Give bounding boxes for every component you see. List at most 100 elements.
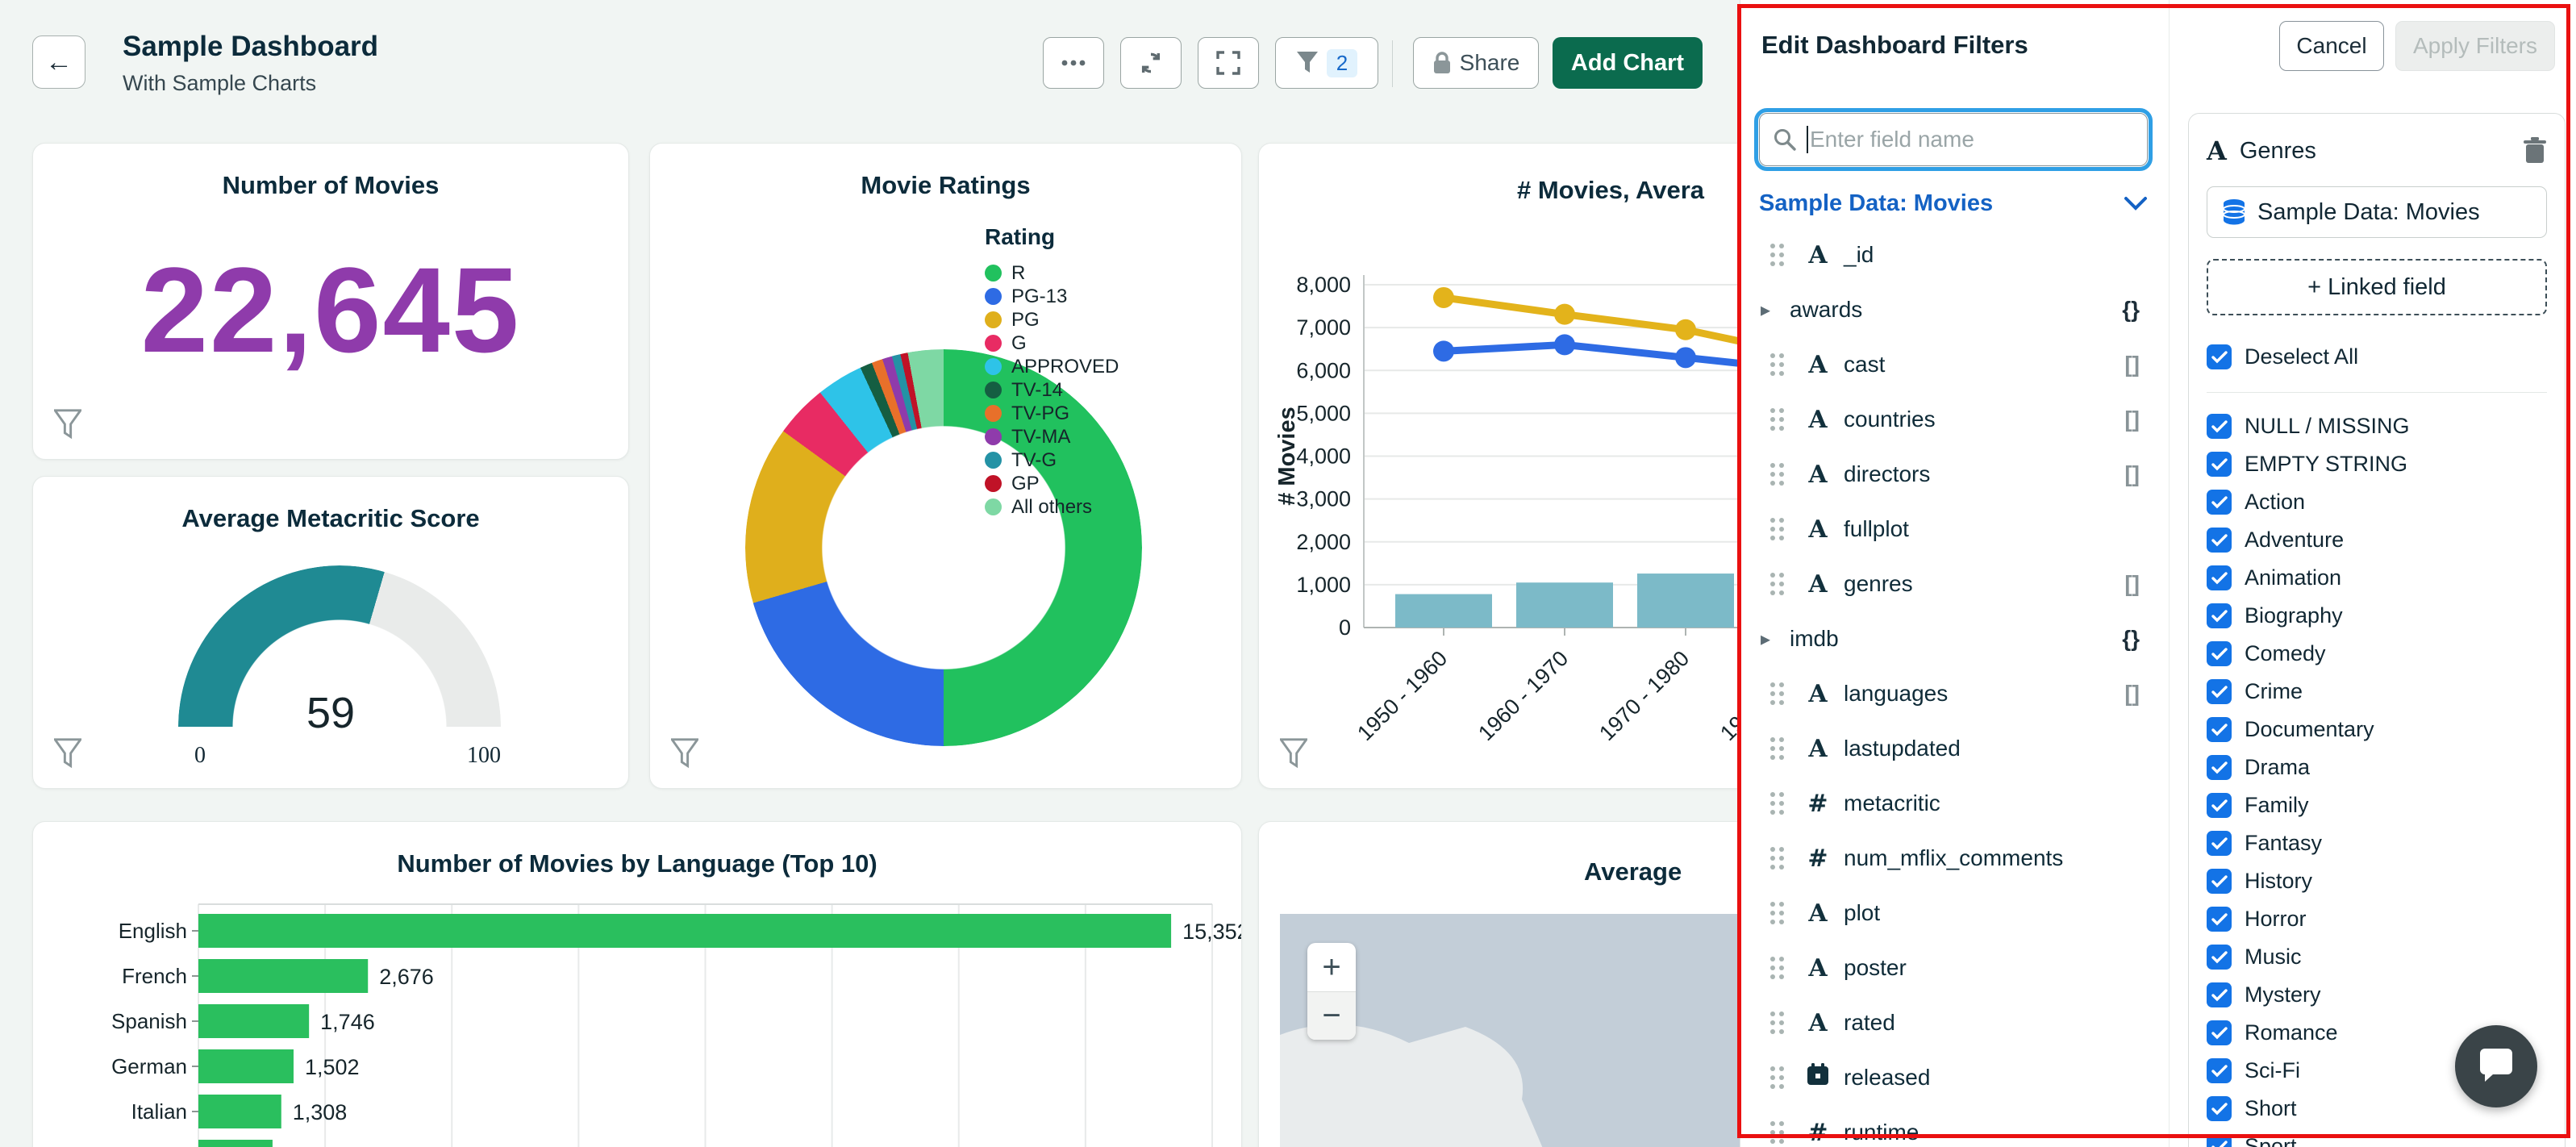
drag-handle-icon[interactable]	[1770, 463, 1784, 486]
checkbox[interactable]	[2207, 603, 2232, 628]
drag-handle-icon[interactable]	[1770, 244, 1784, 266]
field-row[interactable]: # runtime	[1759, 1105, 2151, 1147]
cancel-button[interactable]: Cancel	[2279, 21, 2384, 71]
genre-option-label: Adventure	[2245, 528, 2345, 552]
add-chart-button[interactable]: Add Chart	[1553, 37, 1703, 89]
share-button[interactable]: Share	[1413, 37, 1539, 89]
drag-handle-icon[interactable]	[1770, 1066, 1784, 1089]
field-row[interactable]: ▸ imdb {}	[1759, 611, 2151, 666]
field-search[interactable]	[1754, 108, 2153, 171]
drag-handle-icon[interactable]	[1770, 408, 1784, 431]
svg-text:7,000: 7,000	[1296, 315, 1351, 340]
zoom-in-button[interactable]: +	[1322, 949, 1341, 985]
checkbox[interactable]	[2207, 565, 2232, 590]
chat-bubble-button[interactable]	[2455, 1025, 2537, 1107]
legend-label: G	[1011, 332, 1027, 354]
card-filter-icon[interactable]	[54, 409, 81, 441]
checkbox[interactable]	[2207, 755, 2232, 780]
genre-option-row: Animation	[2207, 559, 2547, 597]
refresh-icon	[1141, 52, 1161, 73]
back-button[interactable]: ←	[32, 35, 85, 89]
drag-handle-icon[interactable]	[1770, 902, 1784, 924]
checkbox[interactable]	[2207, 528, 2232, 553]
drag-handle-icon[interactable]	[1770, 353, 1784, 376]
checkbox[interactable]	[2207, 1134, 2232, 1147]
checkbox[interactable]	[2207, 717, 2232, 742]
chart-title: Average Metacritic Score	[181, 504, 480, 532]
field-row[interactable]: # num_mflix_comments	[1759, 831, 2151, 886]
checkbox[interactable]	[2207, 945, 2232, 970]
data-source-header[interactable]: Sample Data: Movies	[1759, 181, 2148, 226]
drag-handle-icon[interactable]	[1770, 847, 1784, 870]
field-name: metacritic	[1844, 790, 1940, 815]
dashboard-filters-button[interactable]: 2	[1275, 37, 1378, 89]
checkbox[interactable]	[2207, 344, 2232, 369]
field-row[interactable]: released	[1759, 1050, 2151, 1105]
checkbox[interactable]	[2207, 1058, 2232, 1083]
field-type-icon: A	[1808, 679, 1828, 708]
drag-handle-icon[interactable]	[1770, 957, 1784, 979]
add-linked-field-button[interactable]: + Linked field	[2207, 259, 2547, 315]
field-name: directors	[1844, 461, 1931, 486]
checkbox[interactable]	[2207, 1020, 2232, 1045]
genre-option-row: Music	[2207, 938, 2547, 976]
drag-handle-icon[interactable]	[1770, 682, 1784, 705]
refresh-button[interactable]	[1120, 37, 1182, 89]
checkbox[interactable]	[2207, 679, 2232, 704]
checkbox[interactable]	[2207, 414, 2232, 439]
field-row[interactable]: # metacritic	[1759, 776, 2151, 831]
genre-option-row: Sport	[2207, 1128, 2547, 1147]
drag-handle-icon[interactable]	[1770, 518, 1784, 540]
card-filter-icon[interactable]	[1280, 738, 1307, 770]
svg-text:5,000: 5,000	[1296, 401, 1351, 425]
checkbox[interactable]	[2207, 452, 2232, 477]
checkbox[interactable]	[2207, 641, 2232, 666]
checkbox[interactable]	[2207, 1096, 2232, 1121]
svg-text:1,746: 1,746	[320, 1010, 375, 1034]
field-type-icon: A	[1808, 460, 1828, 489]
genre-option-row: Mystery	[2207, 976, 2547, 1014]
drag-handle-icon[interactable]	[1770, 1121, 1784, 1144]
trash-icon[interactable]	[2523, 137, 2547, 165]
filter-source-chip[interactable]: Sample Data: Movies	[2207, 186, 2547, 238]
drag-handle-icon[interactable]	[1770, 737, 1784, 760]
apply-filters-button[interactable]: Apply Filters	[2395, 21, 2555, 71]
zoom-out-button[interactable]: −	[1307, 991, 1356, 1040]
more-options-button[interactable]	[1043, 37, 1104, 89]
field-row[interactable]: A _id	[1759, 227, 2151, 282]
drag-handle-icon[interactable]	[1770, 1011, 1784, 1034]
filter-card-title: Genres	[2239, 137, 2316, 164]
fullscreen-button[interactable]	[1198, 37, 1259, 89]
checkbox[interactable]	[2207, 869, 2232, 894]
drag-handle-icon[interactable]	[1770, 573, 1784, 595]
legend-item: PG	[985, 308, 1119, 332]
checkbox[interactable]	[2207, 831, 2232, 856]
search-input[interactable]	[1810, 127, 2116, 152]
legend-swatch	[985, 498, 1002, 515]
checkbox[interactable]	[2207, 793, 2232, 818]
caret-right-icon[interactable]: ▸	[1761, 628, 1771, 650]
donut-chart	[745, 349, 1142, 746]
caret-right-icon[interactable]: ▸	[1761, 298, 1771, 321]
genre-option-row: Romance	[2207, 1014, 2547, 1052]
checkbox[interactable]	[2207, 907, 2232, 932]
checkbox[interactable]	[2207, 982, 2232, 1007]
movies-count-value: 22,645	[140, 242, 521, 377]
card-filter-icon[interactable]	[671, 738, 698, 770]
drag-handle-icon[interactable]	[1770, 792, 1784, 815]
checkbox[interactable]	[2207, 490, 2232, 515]
field-row[interactable]: ▸ awards {}	[1759, 282, 2151, 337]
genre-option-row: Fantasy	[2207, 824, 2547, 862]
card-filter-icon[interactable]	[54, 738, 81, 770]
genre-option-label: Short	[2245, 1096, 2297, 1120]
